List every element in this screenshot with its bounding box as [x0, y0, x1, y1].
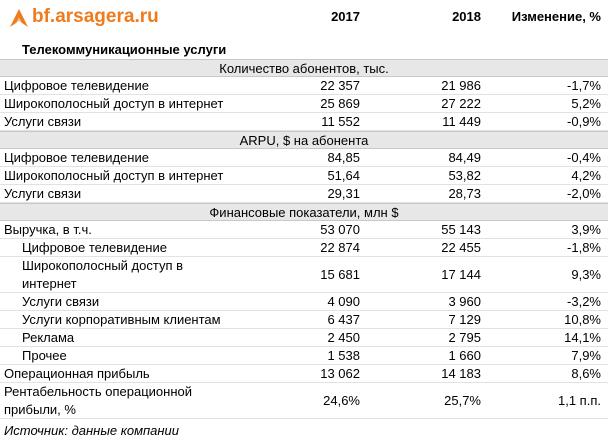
section-heading: Финансовые показатели, млн $ — [0, 203, 608, 221]
cell-value: 1,1 п.п. — [558, 393, 601, 408]
row-label: Реклама — [22, 330, 75, 345]
cell-value: 13 062 — [320, 366, 360, 381]
source-note: Источник: данные компании — [4, 423, 180, 438]
table-row: Реклама 2 450 2 795 14,1% — [0, 329, 608, 347]
cell-value: 9,3% — [571, 267, 601, 282]
cell-value: -0,9% — [567, 114, 601, 129]
cell-value: 7,9% — [571, 348, 601, 363]
table-row: Цифровое телевидение 84,85 84,49 -0,4% — [0, 149, 608, 167]
cell-value: 55 143 — [441, 222, 481, 237]
cell-value: 6 437 — [327, 312, 360, 327]
logo-icon — [10, 9, 28, 27]
row-label: Услуги связи — [4, 186, 82, 201]
column-header: 2018 — [452, 9, 481, 24]
cell-value: 2 450 — [327, 330, 360, 345]
column-header: Изменение, % — [511, 9, 601, 24]
row-label: Широкополосный доступ в интернет — [4, 96, 224, 111]
cell-value: 53,82 — [448, 168, 481, 183]
table-row: Рентабельность операционной прибыли, % 24… — [0, 383, 608, 419]
cell-value: 3,9% — [571, 222, 601, 237]
table-row: Услуги корпоративным клиентам 6 437 7 129 1… — [0, 311, 608, 329]
cell-value: 5,2% — [571, 96, 601, 111]
row-label: Цифровое телевидение — [4, 150, 149, 165]
cell-value: 29,31 — [327, 186, 360, 201]
cell-value: 22 874 — [320, 240, 360, 255]
row-label: Рентабельность операционной прибыли, % — [4, 384, 192, 417]
row-label: Широкополосный доступ в интернет — [22, 258, 184, 291]
cell-value: -1,8% — [567, 240, 601, 255]
cell-value: 22 455 — [441, 240, 481, 255]
row-label: Выручка, в т.ч. — [4, 222, 92, 237]
cell-value: 4 090 — [327, 294, 360, 309]
table-row: Услуги связи 11 552 11 449 -0,9% — [0, 113, 608, 131]
table-row: Цифровое телевидение 22 874 22 455 -1,8% — [0, 239, 608, 257]
table-row: Широкополосный доступ в интернет 25 869 27… — [0, 95, 608, 113]
cell-value: 53 070 — [320, 222, 360, 237]
row-label: Услуги связи — [22, 294, 100, 309]
cell-value: 11 449 — [442, 114, 481, 129]
cell-value: -3,2% — [567, 294, 601, 309]
cell-value: 8,6% — [571, 366, 601, 381]
row-label: Широкополосный доступ в интернет — [4, 168, 224, 183]
table-row: Цифровое телевидение 22 357 21 986 -1,7% — [0, 77, 608, 95]
table-row: Широкополосный доступ в интернет 15 681 17… — [0, 257, 608, 293]
cell-value: 14 183 — [441, 366, 481, 381]
cell-value: 11 552 — [321, 114, 360, 129]
cell-value: 27 222 — [441, 96, 481, 111]
cell-value: 2 795 — [448, 330, 481, 345]
cell-value: 17 144 — [441, 267, 481, 282]
cell-value: 4,2% — [571, 168, 601, 183]
cell-value: -2,0% — [567, 186, 601, 201]
table-row: Прочее 1 538 1 660 7,9% — [0, 347, 608, 365]
cell-value: 1 538 — [327, 348, 360, 363]
cell-value: 14,1% — [564, 330, 601, 345]
cell-value: 3 960 — [448, 294, 481, 309]
cell-value: -0,4% — [567, 150, 601, 165]
section-heading: Количество абонентов, тыс. — [0, 59, 608, 77]
table-row: Операционная прибыль 13 062 14 183 8,6% — [0, 365, 608, 383]
table-row: Выручка, в т.ч. 53 070 55 143 3,9% — [0, 221, 608, 239]
cell-value: 1 660 — [448, 348, 481, 363]
cell-value: 15 681 — [320, 267, 360, 282]
cell-value: 25 869 — [320, 96, 360, 111]
section-heading: ARPU, $ на абонента — [0, 131, 608, 149]
cell-value: 28,73 — [448, 186, 481, 201]
cell-value: 7 129 — [448, 312, 481, 327]
cell-value: 84,49 — [448, 150, 481, 165]
table-row: Широкополосный доступ в интернет 51,64 53,… — [0, 167, 608, 185]
table-row: Услуги связи 4 090 3 960 -3,2% — [0, 293, 608, 311]
cell-value: 10,8% — [564, 312, 601, 327]
row-label: Цифровое телевидение — [4, 78, 149, 93]
cell-value: -1,7% — [567, 78, 601, 93]
cell-value: 25,7% — [444, 393, 481, 408]
row-label: Услуги связи — [4, 114, 82, 129]
row-label: Операционная прибыль — [4, 366, 150, 381]
table-title: Телекоммуникационные услуги — [22, 42, 227, 57]
cell-value: 22 357 — [320, 78, 360, 93]
column-header: 2017 — [331, 9, 360, 24]
row-label: Цифровое телевидение — [22, 240, 167, 255]
logo-text: bf.arsagera.ru — [32, 6, 159, 27]
table-row: Услуги связи 29,31 28,73 -2,0% — [0, 185, 608, 203]
cell-value: 84,85 — [327, 150, 360, 165]
cell-value: 24,6% — [323, 393, 360, 408]
cell-value: 51,64 — [327, 168, 360, 183]
cell-value: 21 986 — [441, 78, 481, 93]
row-label: Услуги корпоративным клиентам — [22, 312, 221, 327]
row-label: Прочее — [22, 348, 67, 363]
